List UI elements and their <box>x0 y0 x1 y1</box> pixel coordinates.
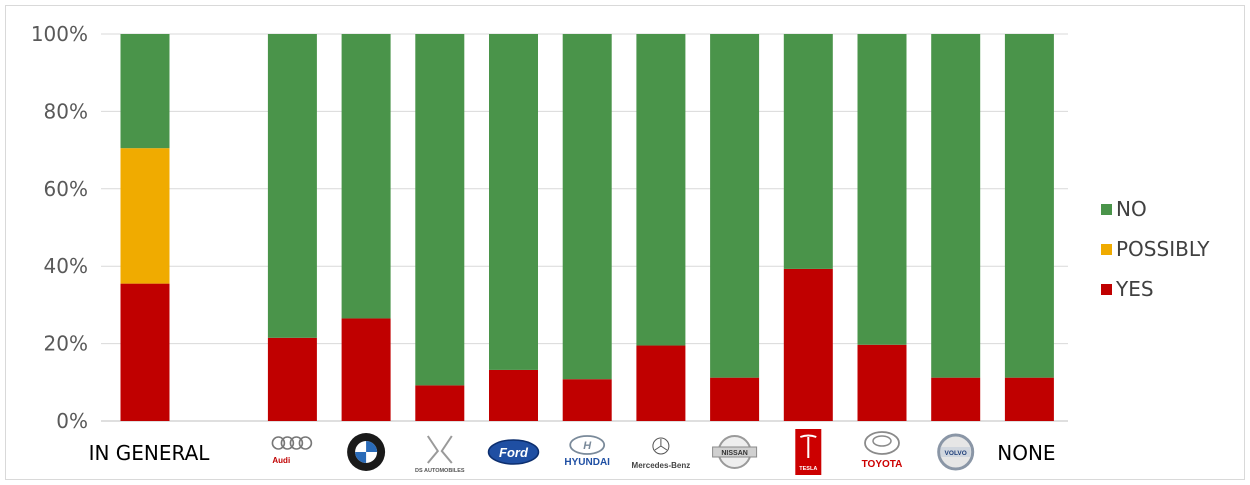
bar-yes-hyundai <box>562 379 612 421</box>
bar-yes-volvo <box>931 377 981 421</box>
mercedes-benz-logo-text: Mercedes-Benz <box>632 461 691 470</box>
mercedes-star-icon <box>654 439 668 451</box>
bar-yes-tesla <box>783 268 833 421</box>
legend-label-no: NO <box>1116 197 1147 221</box>
bar-no-volvo <box>931 34 981 378</box>
bar-no-bmw <box>341 34 391 319</box>
hyundai-logo-text: H <box>583 440 592 452</box>
audi-logo: Audi <box>271 436 313 465</box>
audi-ring-icon <box>298 436 313 450</box>
tesla-logo: TESLA <box>795 429 822 475</box>
bar-no-nissan <box>710 34 760 378</box>
bar-no-hyundai <box>562 34 612 380</box>
legend: NO POSSIBLY YES <box>1101 197 1210 301</box>
bars <box>120 34 1054 421</box>
toyota-inner-oval-icon <box>872 435 892 447</box>
hyundai-oval-icon <box>569 435 606 455</box>
nissan-logo-text: NISSAN <box>721 450 747 457</box>
bar-no-audi <box>267 34 317 338</box>
ford-logo-text: Ford <box>499 445 529 460</box>
audi-ring-icon <box>271 436 286 450</box>
y-tick-label: 60% <box>44 177 88 201</box>
nissan-logo: NISSAN <box>712 435 758 469</box>
legend-label-yes: YES <box>1115 277 1154 301</box>
bmw-logo <box>347 433 386 471</box>
bar-no-none <box>1004 34 1054 378</box>
stacked-bar-chart: 0% 20% 40% 60% 80% 100% IN GENERAL Audi DS AUTO… <box>31 22 1210 475</box>
bar-yes-in-general <box>120 283 170 421</box>
audi-ring-icon <box>289 436 304 450</box>
y-tick-label: 80% <box>44 99 88 123</box>
bar-no-ds-automobiles <box>415 34 465 386</box>
category-label-none: NONE <box>997 441 1055 465</box>
x-axis-categories: IN GENERAL Audi DS AUTOMOBILES Ford H HYUNDAI… <box>89 429 1056 475</box>
volvo-bar-icon <box>940 447 971 457</box>
legend-swatch-possibly <box>1101 244 1112 255</box>
bar-possibly-in-general <box>120 148 170 284</box>
ford-oval-icon <box>487 439 540 465</box>
bar-no-in-general <box>120 34 170 149</box>
y-tick-label: 0% <box>56 409 88 433</box>
legend-label-possibly: POSSIBLY <box>1116 237 1210 261</box>
bmw-quadrant-icon <box>355 452 367 463</box>
bar-yes-mercedes-benz <box>636 345 686 421</box>
hyundai-logo: H HYUNDAI <box>564 435 610 468</box>
bar-no-ford <box>489 34 538 370</box>
volvo-logo: VOLVO <box>937 433 975 471</box>
bar-yes-audi <box>267 337 317 421</box>
y-axis-ticks: 0% 20% 40% 60% 80% 100% <box>31 22 88 433</box>
volvo-logo-text: VOLVO <box>945 450 967 457</box>
mercedes-benz-logo: Mercedes-Benz <box>632 437 691 470</box>
y-tick-label: 40% <box>44 254 88 278</box>
y-tick-label: 100% <box>31 22 88 46</box>
bar-yes-none <box>1004 377 1054 421</box>
tesla-t-icon <box>799 434 817 458</box>
bar-yes-ds-automobiles <box>415 385 465 421</box>
bar-yes-bmw <box>341 318 391 421</box>
hyundai-logo-text: HYUNDAI <box>564 457 610 468</box>
audi-ring-icon <box>280 436 295 450</box>
legend-swatch-yes <box>1101 284 1112 295</box>
ds-automobiles-logo-text: DS AUTOMOBILES <box>415 468 465 474</box>
bar-yes-toyota <box>857 344 907 421</box>
toyota-logo-text: TOYOTA <box>862 459 903 470</box>
toyota-oval-icon <box>864 431 900 455</box>
bar-no-toyota <box>857 34 907 345</box>
bmw-quadrant-icon <box>366 441 378 452</box>
category-label-in-general: IN GENERAL <box>89 441 211 465</box>
chart-frame: 0% 20% 40% 60% 80% 100% IN GENERAL Audi DS AUTO… <box>5 5 1245 480</box>
y-tick-label: 20% <box>44 332 88 356</box>
legend-swatch-no <box>1101 204 1112 215</box>
bar-yes-ford <box>489 369 538 421</box>
nissan-bar-icon <box>712 446 758 458</box>
bar-no-tesla <box>783 34 833 269</box>
ford-logo: Ford <box>487 439 540 465</box>
audi-logo-text: Audi <box>272 456 290 465</box>
tesla-logo-text: TESLA <box>799 466 817 472</box>
ds-wings-icon <box>426 435 453 464</box>
mercedes-star-icon <box>652 437 670 455</box>
toyota-logo: TOYOTA <box>862 431 903 470</box>
bar-no-mercedes-benz <box>636 34 686 346</box>
bar-yes-nissan <box>710 377 760 421</box>
ds-automobiles-logo: DS AUTOMOBILES <box>415 435 465 474</box>
